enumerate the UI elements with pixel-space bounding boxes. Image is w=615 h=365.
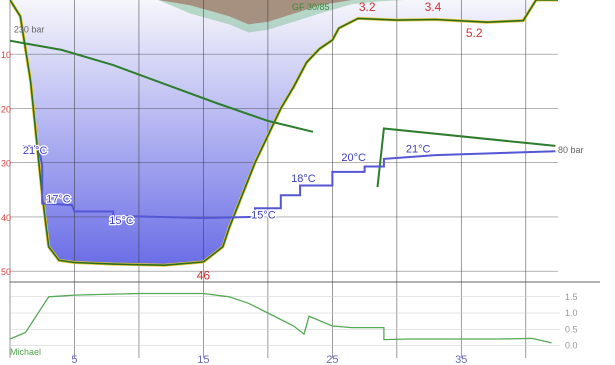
- temperature-label: 15°C: [251, 210, 276, 222]
- y-tick-label: 10: [1, 50, 11, 60]
- pressure-line: [10, 39, 314, 133]
- depth-profile-area: [10, 0, 558, 266]
- y-tick-label: 40: [1, 213, 11, 223]
- temperature-label: 15°C: [109, 215, 134, 227]
- temperature-label: 20°C: [341, 152, 366, 164]
- lower-tick-label: 1.5: [565, 292, 578, 302]
- y-tick-label: 30: [1, 159, 11, 169]
- diver-name-label: Michael: [10, 347, 41, 357]
- pressure-label: 230 bar: [14, 25, 45, 35]
- y-tick-label: 20: [1, 104, 11, 114]
- temperature-label: 21°C: [23, 145, 48, 157]
- lower-tick-label: 1.0: [565, 308, 578, 318]
- depth-profile-line: [10, 0, 558, 267]
- temperature-label: 17°C: [46, 193, 71, 205]
- temperature-label: 18°C: [291, 173, 316, 185]
- lower-tick-label: 0.0: [565, 341, 578, 351]
- x-tick-label: 15: [197, 354, 209, 365]
- pressure-line: [376, 127, 556, 188]
- x-tick-label: 25: [326, 354, 338, 365]
- lower-tick-label: 0.5: [565, 324, 578, 334]
- gradient-factor-label: GF 30/85: [292, 2, 330, 12]
- x-tick-label: 5: [71, 354, 77, 365]
- depth-value-label: 3.2: [359, 0, 376, 14]
- heart-rate-line: [9, 292, 552, 344]
- y-tick-label: 50: [1, 267, 11, 277]
- depth-value-label: 3.4: [425, 0, 442, 14]
- depth-value-label: 46: [197, 268, 211, 282]
- pressure-label: 80 bar: [558, 145, 584, 155]
- x-tick-label: 35: [455, 354, 467, 365]
- depth-value-label: 5.2: [466, 26, 483, 40]
- temperature-line: [22, 145, 556, 220]
- ceiling-area: [158, 0, 436, 25]
- temperature-label: 21°C: [406, 143, 431, 155]
